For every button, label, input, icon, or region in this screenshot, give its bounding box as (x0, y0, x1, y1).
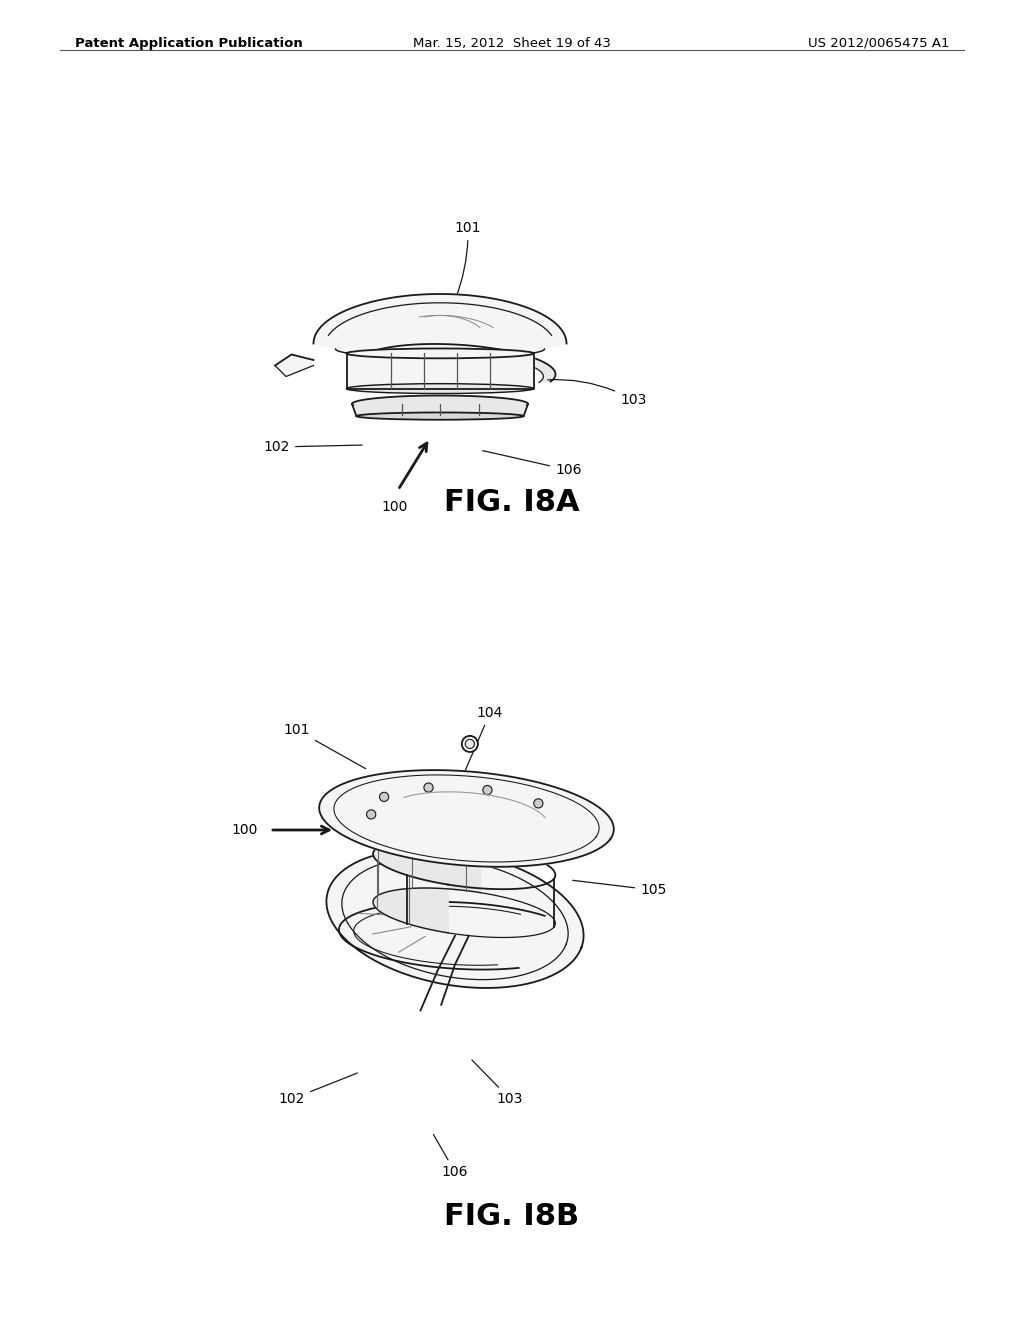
Text: US 2012/0065475 A1: US 2012/0065475 A1 (809, 37, 950, 50)
Polygon shape (275, 355, 313, 376)
Text: Patent Application Publication: Patent Application Publication (75, 37, 303, 50)
Circle shape (380, 792, 389, 801)
Ellipse shape (346, 348, 534, 358)
Text: 106: 106 (433, 1134, 468, 1179)
Circle shape (483, 785, 492, 795)
Text: 100: 100 (231, 822, 258, 837)
Polygon shape (352, 404, 528, 416)
Ellipse shape (356, 412, 523, 420)
Text: 101: 101 (284, 723, 366, 768)
Polygon shape (327, 849, 584, 987)
Polygon shape (352, 396, 528, 405)
Text: 103: 103 (472, 1060, 523, 1106)
Circle shape (462, 735, 478, 752)
Polygon shape (373, 840, 480, 933)
Polygon shape (357, 345, 555, 383)
Circle shape (367, 810, 376, 818)
Text: Mar. 15, 2012  Sheet 19 of 43: Mar. 15, 2012 Sheet 19 of 43 (413, 37, 611, 50)
Text: 102: 102 (263, 440, 362, 454)
Text: 102: 102 (279, 1073, 357, 1106)
Text: FIG. I8B: FIG. I8B (444, 1203, 580, 1232)
Polygon shape (319, 770, 613, 867)
Text: 104: 104 (463, 706, 503, 775)
Polygon shape (346, 354, 534, 388)
Text: 103: 103 (548, 380, 646, 407)
Text: 101: 101 (455, 220, 481, 297)
Circle shape (424, 783, 433, 792)
Text: 106: 106 (482, 450, 582, 477)
Ellipse shape (346, 384, 534, 393)
Polygon shape (339, 902, 545, 970)
Text: 100: 100 (382, 500, 409, 513)
Polygon shape (313, 294, 566, 358)
Text: FIG. I8A: FIG. I8A (444, 488, 580, 517)
Circle shape (534, 799, 543, 808)
Circle shape (465, 739, 474, 748)
Text: 105: 105 (572, 880, 667, 898)
